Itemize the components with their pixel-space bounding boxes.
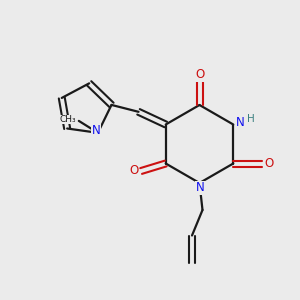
- Text: N: N: [196, 181, 205, 194]
- Text: CH₃: CH₃: [60, 115, 76, 124]
- Text: O: O: [265, 157, 274, 170]
- Text: N: N: [236, 116, 244, 130]
- Text: N: N: [92, 124, 101, 137]
- Text: O: O: [195, 68, 204, 82]
- Text: H: H: [248, 114, 255, 124]
- Text: O: O: [129, 164, 138, 178]
